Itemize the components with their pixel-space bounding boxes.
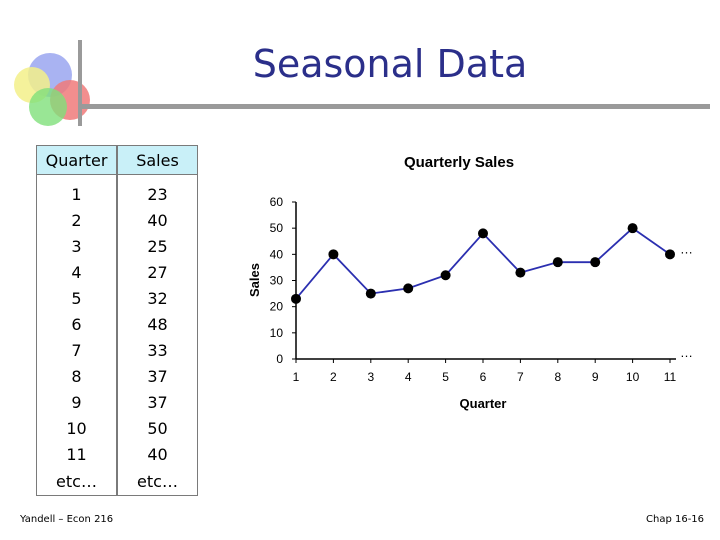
table-row: 9 37 [36,389,198,415]
data-point [365,288,376,299]
decor-horizontal-bar [78,104,710,109]
header-sales: Sales [116,145,198,175]
y-tick-label: 60 [270,195,284,209]
x-tick-label: 11 [664,370,677,384]
data-point [440,270,451,281]
table-row: 3 25 [36,233,198,259]
data-point [515,267,526,278]
cell-sales: 23 [116,174,198,207]
x-tick-label: 2 [330,370,337,384]
logo-circles [14,53,90,126]
data-point [590,257,601,268]
slide-title: Seasonal Data [252,42,528,86]
cell-quarter: 6 [36,311,118,337]
y-tick-label: 30 [270,274,284,288]
cell-quarter: 9 [36,389,118,415]
quarterly-sales-chart: Quarterly Sales Sales Quarter 0 10 20 30 40 5… [247,154,693,411]
cell-sales: 27 [116,259,198,285]
cell-sales: 37 [116,363,198,389]
cell-quarter: etc… [36,467,118,496]
footer-left: Yandell – Econ 216 [20,514,114,525]
data-point [478,228,488,239]
cell-quarter: 10 [36,415,118,441]
x-tick-label: 6 [480,370,487,384]
cell-quarter: 5 [36,285,118,311]
table-row: 5 32 [36,285,198,311]
cell-sales: 37 [116,389,198,415]
x-tick-label: 4 [405,370,412,384]
cell-quarter: 1 [36,174,118,207]
data-table: Quarter Sales 1 23 2 40 3 25 4 27 5 32 6 48 7 33 8 37 9 3… [36,145,198,496]
data-point [291,293,301,304]
continuation-ellipsis-line: … [680,241,693,256]
table-header-row: Quarter Sales [36,145,198,175]
x-tick-label: 3 [367,370,374,384]
cell-sales: 40 [116,441,198,467]
table-row: 6 48 [36,311,198,337]
table-row: 10 50 [36,415,198,441]
data-point [665,249,675,260]
x-axis-label: Quarter [460,396,507,411]
table-row: 2 40 [36,207,198,233]
y-tick-label: 40 [270,247,284,261]
y-tick-label: 10 [270,326,284,340]
data-point [627,223,638,234]
cell-quarter: 2 [36,207,118,233]
table-row: 8 37 [36,363,198,389]
cell-quarter: 8 [36,363,118,389]
cell-sales: 32 [116,285,198,311]
data-point [552,257,563,268]
cell-quarter: 3 [36,233,118,259]
x-tick-label: 10 [626,370,640,384]
cell-quarter: 7 [36,337,118,363]
cell-sales: 40 [116,207,198,233]
continuation-ellipsis-axis: … [680,345,693,360]
cell-sales: 25 [116,233,198,259]
y-tick-label: 20 [270,300,284,314]
cell-quarter: 11 [36,441,118,467]
x-tick-label: 9 [592,370,599,384]
table-row: etc… etc… [36,467,198,496]
x-tick-label: 1 [293,370,300,384]
y-axis-label: Sales [247,263,262,297]
table-row: 1 23 [36,174,198,207]
cell-sales: 50 [116,415,198,441]
cell-sales: 33 [116,337,198,363]
y-tick-label: 50 [270,221,284,235]
table-row: 4 27 [36,259,198,285]
decor-vertical-bar [78,40,82,126]
cell-sales: etc… [116,467,198,496]
footer-page-number: Chap 16-16 [646,514,705,525]
cell-quarter: 4 [36,259,118,285]
x-tick-label: 7 [517,370,524,384]
chart-title: Quarterly Sales [404,154,514,171]
data-point [328,249,339,260]
x-tick-label: 8 [554,370,561,384]
cell-sales: 48 [116,311,198,337]
table-row: 7 33 [36,337,198,363]
table-row: 11 40 [36,441,198,467]
x-tick-label: 5 [442,370,449,384]
header-quarter: Quarter [36,145,118,175]
data-point [403,283,414,294]
series-line-sales [295,227,671,300]
y-tick-label: 0 [276,352,283,366]
